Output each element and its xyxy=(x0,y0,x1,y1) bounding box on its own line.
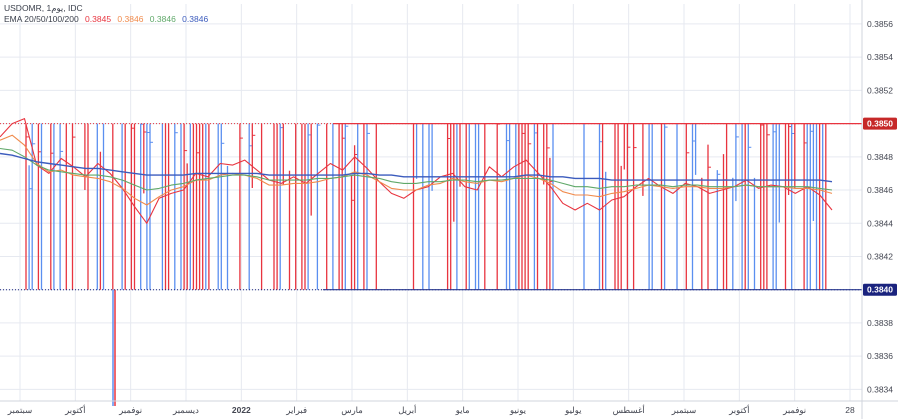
x-tick-label: سبتمبر xyxy=(7,405,32,416)
price-badges: 0.3850 0.3840 xyxy=(863,117,897,296)
ema100-line xyxy=(0,147,833,191)
y-tick-label: 0.3856 xyxy=(867,19,893,29)
x-tick-label: نوفمبر xyxy=(118,405,142,416)
ema-legend[interactable]: EMA 20/50/100/200 0.3845 0.3846 0.3846 0… xyxy=(4,14,212,25)
price-badge-low xyxy=(863,283,897,296)
ema20-value: 0.3845 xyxy=(85,14,112,24)
price-badge-high-label: 0.3850 xyxy=(867,119,893,129)
x-tick-label: سبتمبر xyxy=(671,405,696,416)
price-badge-high xyxy=(863,117,897,130)
y-tick-label: 0.3854 xyxy=(867,52,893,62)
x-axis[interactable]: سبتمبر أكتوبر نوفمبر ديسمبر 2022 فبراير مارس أب… xyxy=(0,400,898,416)
ema-lines xyxy=(0,118,833,224)
x-tick-label: يونيو xyxy=(509,405,527,416)
price-badge-low-label: 0.3840 xyxy=(867,285,893,295)
price-levels xyxy=(0,122,862,291)
x-tick-label: مارس xyxy=(341,405,363,416)
y-tick-label: 0.3836 xyxy=(867,351,893,361)
x-tick-label: فبراير xyxy=(285,405,307,416)
y-tick-label: 0.3848 xyxy=(867,152,893,162)
grid xyxy=(0,4,862,401)
x-tick-label: أكتوبر xyxy=(64,403,85,416)
y-tick-label: 0.3844 xyxy=(867,218,893,228)
y-tick-label: 0.3852 xyxy=(867,85,893,95)
x-tick-label: أكتوبر xyxy=(728,403,749,416)
ema-legend-label: EMA 20/50/100/200 xyxy=(4,14,79,24)
ema50-line xyxy=(0,134,833,206)
ema200-line xyxy=(0,152,833,183)
x-tick-label: نوفمبر xyxy=(782,405,806,416)
x-tick-label: أبريل xyxy=(398,403,416,416)
y-tick-label: 0.3846 xyxy=(867,185,893,195)
ema50-value: 0.3846 xyxy=(117,14,144,24)
ema200-value: 0.3846 xyxy=(182,14,209,24)
price-bars xyxy=(25,123,827,406)
y-axis[interactable]: 0.3834 0.3836 0.3838 0.3840 0.3842 0.3844 0.38… xyxy=(861,0,893,419)
symbol-title[interactable]: USDOMR, 1يوم, IDC xyxy=(4,3,87,14)
x-tick-label: ديسمبر xyxy=(172,405,199,416)
y-tick-label: 0.3834 xyxy=(867,384,893,394)
symbol-title-text: USDOMR, 1يوم, IDC xyxy=(4,3,83,13)
y-tick-label: 0.3842 xyxy=(867,251,893,261)
x-tick-label: أغسطس xyxy=(613,403,645,416)
x-tick-label: 28 xyxy=(845,405,855,415)
ema100-value: 0.3846 xyxy=(149,14,176,24)
y-tick-label: 0.3838 xyxy=(867,318,893,328)
x-tick-label: 2022 xyxy=(232,405,251,415)
x-tick-label: يوليو xyxy=(564,405,582,416)
x-tick-label: مايو xyxy=(455,405,470,416)
